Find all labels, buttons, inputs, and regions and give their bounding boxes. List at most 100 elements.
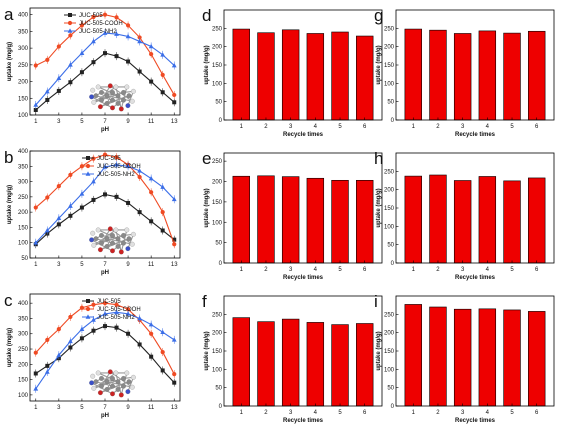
y-tick-label-c-2: 200	[18, 362, 29, 368]
data-point-b-2-8	[125, 163, 131, 169]
x-tick-label-f-4: 5	[338, 410, 342, 416]
bar-f-5	[356, 323, 374, 407]
bar-g-1	[429, 29, 447, 121]
x-tick-label-d-3: 4	[314, 124, 318, 130]
y-tick-label-h-5: 250	[384, 169, 395, 175]
legend-marker-a-0	[68, 13, 72, 17]
bar-i-0	[404, 304, 422, 407]
y-tick-label-d-2: 100	[212, 81, 223, 87]
data-point-a-2-3	[67, 62, 73, 67]
panel-f: f 1 2 3 4 5 6 0 50 100 150 200 250 Recycle times uptak…	[202, 292, 383, 424]
legend-label-c-0: JUC-505	[97, 299, 121, 305]
y-axis-label-h: uptake (mg/g)	[376, 188, 382, 227]
data-point-c-1-6	[102, 301, 108, 306]
x-tick-label-g-0: 1	[412, 124, 416, 130]
y-tick-label-i-2: 100	[384, 367, 395, 373]
bar-e-1	[257, 175, 275, 264]
y-axis-label-d: uptake (mg/g)	[204, 45, 210, 84]
data-point-a-2-2	[56, 75, 62, 81]
x-tick-label-d-1: 2	[264, 124, 268, 130]
y-tick-label-c-6: 400	[18, 301, 29, 307]
x-tick-label-h-0: 1	[412, 267, 416, 273]
data-point-b-1-0	[33, 205, 38, 210]
y-tick-label-g-3: 150	[384, 63, 395, 69]
data-point-a-2-11	[160, 52, 166, 57]
x-tick-label-e-1: 2	[264, 267, 268, 273]
x-tick-label-i-0: 1	[412, 410, 416, 416]
x-tick-label-c-1: 3	[57, 405, 61, 411]
y-tick-label-g-5: 250	[384, 26, 395, 32]
y-tick-label-f-5: 250	[212, 312, 223, 318]
data-point-c-0-0	[33, 371, 38, 376]
y-tick-label-d-5: 250	[212, 26, 223, 32]
bar-d-4	[331, 31, 349, 121]
bar-e-0	[232, 175, 250, 264]
data-point-b-1-5	[91, 156, 96, 161]
x-tick-label-i-3: 4	[486, 410, 490, 416]
x-tick-label-e-2: 3	[289, 267, 293, 273]
panel-label-i: i	[374, 292, 378, 311]
data-point-b-0-11	[160, 228, 165, 233]
data-point-c-0-9	[137, 342, 142, 347]
x-tick-label-c-5: 11	[148, 405, 155, 411]
x-tick-label-c-0: 1	[34, 405, 38, 411]
data-point-c-1-10	[149, 331, 154, 336]
bar-h-0	[404, 175, 422, 264]
bar-d-5	[356, 35, 374, 121]
y-tick-label-h-3: 150	[384, 206, 395, 212]
data-point-a-0-9	[137, 69, 142, 74]
x-axis-label-b: pH	[101, 270, 109, 276]
data-point-c-1-0	[33, 350, 38, 355]
y-tick-label-h-0: 0	[391, 261, 395, 267]
x-tick-label-f-3: 4	[314, 410, 318, 416]
bar-g-5	[528, 30, 546, 121]
x-axis-label-f: Recycle times	[283, 418, 324, 424]
data-point-c-1-1	[45, 337, 50, 342]
bar-d-0	[232, 28, 250, 121]
y-axis-label-i: uptake (mg/g)	[376, 331, 382, 370]
data-point-a-2-8	[125, 33, 131, 39]
bar-i-4	[503, 309, 521, 407]
x-tick-label-f-5: 6	[363, 410, 367, 416]
bar-f-4	[331, 324, 349, 407]
x-tick-label-b-5: 11	[148, 262, 155, 268]
x-tick-label-g-3: 4	[486, 124, 490, 130]
x-tick-label-a-5: 11	[148, 119, 155, 125]
panel-label-c: c	[4, 291, 13, 310]
panel-label-f: f	[202, 292, 207, 311]
data-point-b-1-2	[56, 184, 61, 189]
y-tick-label-g-4: 200	[384, 45, 395, 51]
y-tick-label-a-2: 200	[18, 80, 29, 86]
x-tick-label-b-4: 9	[126, 262, 130, 268]
x-tick-label-h-4: 5	[510, 267, 514, 273]
bar-h-1	[429, 174, 447, 264]
data-point-c-0-12	[172, 380, 177, 385]
x-tick-label-i-1: 2	[436, 410, 440, 416]
data-point-b-1-3	[68, 172, 73, 177]
y-tick-label-i-3: 150	[384, 349, 395, 355]
x-tick-label-d-0: 1	[240, 124, 244, 130]
x-tick-label-d-5: 6	[363, 124, 367, 130]
bar-d-2	[281, 29, 300, 121]
y-tick-label-g-0: 0	[391, 118, 395, 124]
data-point-c-0-10	[149, 354, 154, 359]
x-axis-label-h: Recycle times	[455, 275, 496, 281]
panel-h: h 1 2 3 4 5 6 0 50 100 150 200 250 Recycle times uptak…	[374, 149, 555, 281]
legend-label-b-2: JUC-505-NH2	[97, 172, 135, 178]
data-point-a-0-0	[33, 107, 38, 112]
bar-i-1	[429, 306, 447, 407]
x-tick-label-a-4: 9	[126, 119, 130, 125]
y-tick-label-f-2: 100	[212, 367, 223, 373]
x-axis-label-c: pH	[101, 413, 109, 419]
y-tick-label-f-3: 150	[212, 349, 223, 355]
y-tick-label-e-3: 150	[212, 200, 223, 206]
legend-marker-a-2	[67, 28, 73, 33]
data-point-b-0-9	[137, 210, 142, 215]
y-tick-label-d-1: 50	[215, 100, 222, 106]
data-point-c-2-8	[125, 311, 131, 316]
panel-label-a: a	[4, 5, 14, 24]
y-tick-label-d-0: 0	[219, 118, 223, 124]
data-point-b-1-9	[137, 174, 142, 180]
data-point-c-2-11	[160, 329, 166, 335]
x-tick-label-g-1: 2	[436, 124, 440, 130]
